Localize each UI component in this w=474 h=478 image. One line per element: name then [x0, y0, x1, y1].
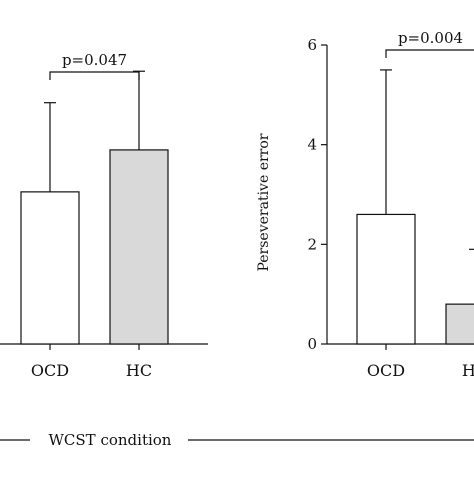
right-y-tick-label: 2	[307, 235, 317, 253]
right-y-tick-label: 6	[307, 36, 317, 54]
left-x-tick-label-ocd: OCD	[31, 361, 69, 380]
right-significance-label: p=0.004	[398, 29, 463, 47]
right-significance-bracket	[385, 49, 474, 58]
left-bar-hc	[109, 149, 169, 345]
left-bar-ocd	[20, 191, 80, 345]
footer-label: WCST condition	[49, 431, 172, 449]
right-bar-ocd	[356, 213, 416, 345]
left-significance-label: p=0.047	[62, 51, 127, 69]
panel-right: 0 2 4 6 Perseverative error OCD HC p=0.004	[256, 29, 474, 380]
footer: WCST condition	[0, 431, 474, 449]
right-bar-hc	[445, 303, 474, 345]
right-y-axis-label: Perseverative error	[256, 133, 272, 271]
left-x-tick-label-hc: HC	[126, 361, 152, 380]
right-x-tick-label-ocd: OCD	[367, 361, 405, 380]
right-y-tick-label: 4	[307, 136, 317, 154]
left-significance-bracket	[49, 71, 140, 80]
right-y-tick-label: 0	[307, 335, 317, 353]
right-x-tick-label-hc: HC	[462, 361, 474, 380]
panel-left: OCD HC p=0.047	[0, 51, 208, 380]
